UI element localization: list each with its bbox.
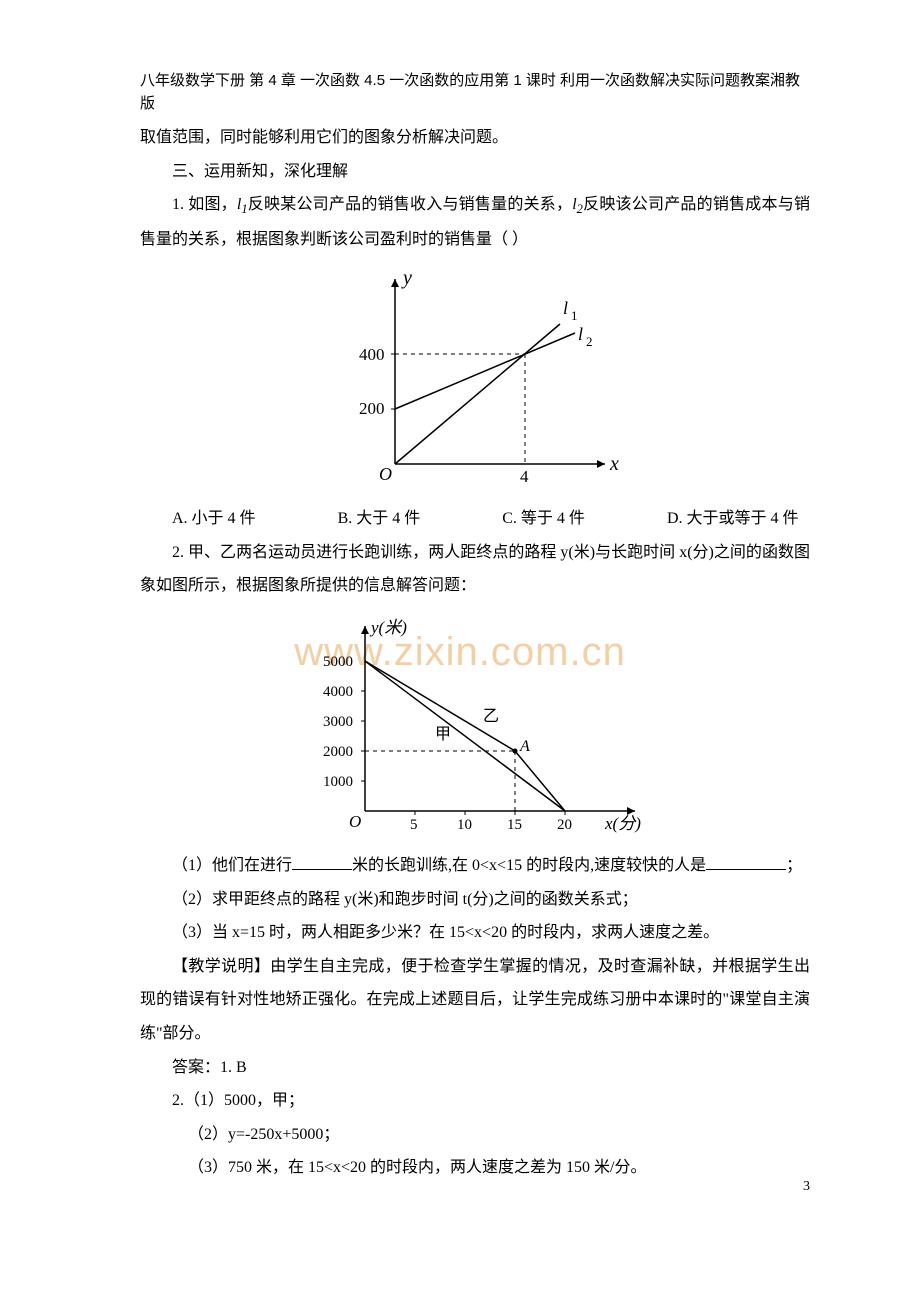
x-axis-label: x (609, 453, 619, 475)
svg-text:15: 15 (507, 817, 522, 833)
question-1: 1. 如图，l1反映某公司产品的销售收入与销售量的关系，l2反映该公司产品的销售… (140, 188, 810, 256)
l2-label: l (578, 324, 583, 344)
blank-1 (292, 854, 352, 870)
svg-text:2000: 2000 (323, 744, 353, 760)
teaching-note: 【教学说明】由学生自主完成，便于检查学生掌握的情况，及时查漏补缺，并根据学生出现… (140, 950, 810, 1051)
option-d: D. 大于或等于 4 件 (635, 502, 799, 536)
q2-sub1: （1）他们在进行 米的长跑训练,在 0<x<15 的时段内,速度较快的人是 ； (140, 849, 810, 883)
answer-2-3: （3）750 米，在 15<x<20 的时段内，两人速度之差为 150 米/分。 (140, 1151, 810, 1185)
svg-text:y(米): y(米) (369, 618, 407, 637)
svg-text:10: 10 (457, 817, 472, 833)
document-header: 八年级数学下册 第 4 章 一次函数 4.5 一次函数的应用第 1 课时 利用一… (140, 70, 810, 115)
answer-1: 答案：1. B (140, 1051, 810, 1085)
l2-sub: 2 (586, 334, 593, 349)
option-a: A. 小于 4 件 (140, 502, 256, 536)
svg-text:4000: 4000 (323, 684, 353, 700)
q2-1-c: ； (786, 857, 802, 874)
svg-text:1000: 1000 (323, 774, 353, 790)
svg-text:甲: 甲 (435, 726, 451, 743)
q2-sub3: （3）当 x=15 时，两人相距多少米？在 15<x<20 的时段内，求两人速度… (140, 916, 810, 950)
chart-1: y x O 400 200 4 l 1 l 2 (140, 264, 810, 494)
origin-label: O (379, 464, 392, 484)
q1-part-b: 反映某公司产品的销售收入与销售量的关系， (248, 196, 573, 213)
svg-text:20: 20 (557, 817, 572, 833)
y-tick-200: 200 (359, 399, 385, 418)
answer-2-1: 2.（1）5000，甲； (140, 1084, 810, 1118)
svg-text:O: O (349, 812, 361, 831)
l1-label: l (563, 298, 568, 318)
blank-2 (706, 854, 786, 870)
q2-1-a: （1）他们在进行 (172, 857, 292, 874)
q1-part-a: 1. 如图， (172, 196, 237, 213)
option-c: C. 等于 4 件 (470, 502, 585, 536)
question-2: 2. 甲、乙两名运动员进行长跑训练，两人距终点的路程 y(米)与长跑时间 x(分… (140, 536, 810, 603)
option-b: B. 大于 4 件 (306, 502, 421, 536)
q2-1-b: 米的长跑训练,在 0<x<15 的时段内,速度较快的人是 (352, 857, 706, 874)
question-1-options: A. 小于 4 件 B. 大于 4 件 C. 等于 4 件 D. 大于或等于 4… (140, 502, 810, 536)
svg-text:5: 5 (410, 817, 418, 833)
svg-text:A: A (519, 738, 530, 755)
y-tick-400: 400 (359, 345, 385, 364)
paragraph-continuation: 取值范围，同时能够利用它们的图象分析解决问题。 (140, 121, 810, 155)
svg-text:乙: 乙 (483, 708, 499, 725)
y-axis-label: y (401, 267, 412, 289)
chart-2: y(米) x(分) O 5000 4000 3000 2000 1000 5 1… (140, 611, 810, 841)
svg-text:x(分): x(分) (604, 814, 641, 833)
l1-sub: 1 (571, 308, 578, 323)
svg-text:3000: 3000 (323, 714, 353, 730)
q2-sub2: （2）求甲距终点的路程 y(米)和跑步时间 t(分)之间的函数关系式； (140, 883, 810, 917)
x-tick-4: 4 (520, 467, 529, 486)
svg-text:5000: 5000 (323, 654, 353, 670)
section-3-title: 三、运用新知，深化理解 (140, 155, 810, 189)
answer-2-2: （2）y=-250x+5000； (140, 1118, 810, 1152)
